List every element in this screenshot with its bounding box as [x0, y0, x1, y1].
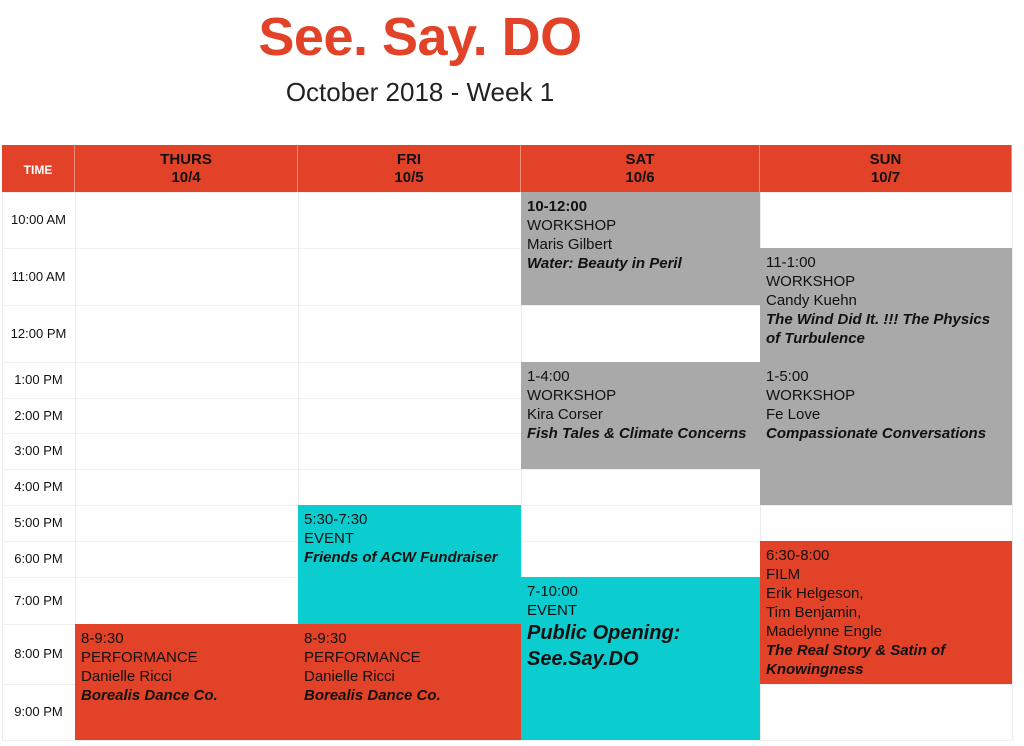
event-title: The Wind Did It. !!! The Physics of Turb… [766, 311, 991, 347]
day-name: THURS [160, 151, 212, 168]
row-divider [2, 305, 1012, 306]
time-label: 10:00 AM [11, 212, 66, 227]
event-type: FILM [766, 566, 801, 583]
time-label: 5:00 PM [14, 515, 63, 530]
event-sun-workshop-1[interactable]: 11-1:00 WORKSHOP Candy Kuehn The Wind Di… [760, 248, 1012, 362]
header-fri: FRI 10/5 [298, 145, 521, 192]
column-divider [2, 192, 3, 740]
event-type: WORKSHOP [766, 387, 856, 404]
time-label: 1:00 PM [14, 372, 63, 387]
event-title: Public Opening: See.Say.DO [527, 622, 681, 670]
event-title: Fish Tales & Climate Concerns [527, 425, 747, 442]
row-divider [2, 362, 1012, 363]
row-divider [2, 740, 1012, 741]
time-label: 11:00 AM [11, 268, 66, 284]
event-sat-workshop-2[interactable]: 1-4:00 WORKSHOP Kira Corser Fish Tales &… [521, 362, 760, 469]
event-host: Erik Helgeson, [766, 585, 864, 602]
event-host: Kira Corser [527, 406, 603, 423]
row-divider [2, 398, 1012, 399]
event-sun-workshop-2[interactable]: 1-5:00 WORKSHOP Fe Love Compassionate Co… [760, 362, 1012, 505]
event-thu-performance[interactable]: 8-9:30 PERFORMANCE Danielle Ricci Boreal… [75, 624, 298, 740]
event-time: 11-1:00 [766, 254, 816, 271]
event-time: 7-10:00 [527, 583, 578, 600]
page-subtitle: October 2018 - Week 1 [285, 77, 555, 107]
time-label: 12:00 PM [10, 325, 67, 341]
day-name: FRI [396, 151, 422, 168]
day-date: 10/4 [171, 169, 201, 186]
event-sat-workshop-1[interactable]: 10-12:00 WORKSHOP Maris Gilbert Water: B… [521, 192, 760, 305]
event-time: 1-5:00 [766, 368, 809, 385]
event-host: Fe Love [766, 406, 821, 423]
event-title: Borealis Dance Co. [304, 687, 441, 704]
column-divider [1012, 192, 1013, 740]
event-type: WORKSHOP [766, 273, 856, 290]
event-sun-film[interactable]: 6:30-8:00 FILM Erik Helgeson, Tim Benjam… [760, 541, 1012, 684]
header-thurs: THURS 10/4 [75, 145, 298, 192]
event-type: WORKSHOP [527, 217, 617, 234]
time-label: 9:00 PM [14, 704, 63, 719]
event-time: 10-12:00 [527, 198, 588, 215]
day-date: 10/5 [394, 169, 424, 186]
row-divider [2, 248, 1012, 249]
event-type: EVENT [527, 602, 578, 619]
time-label: 4:00 PM [14, 479, 63, 494]
event-title: The Real Story & Satin of Knowingness [766, 642, 946, 678]
event-sat-public-opening[interactable]: 7-10:00 EVENT Public Opening: See.Say.DO [521, 577, 760, 740]
header-sun: SUN 10/7 [760, 145, 1012, 192]
event-host: Danielle Ricci [304, 668, 395, 685]
header-sat: SAT 10/6 [521, 145, 760, 192]
event-time: 6:30-8:00 [766, 547, 830, 564]
event-time: 8-9:30 [304, 630, 347, 647]
row-divider [2, 192, 1012, 193]
event-time: 1-4:00 [527, 368, 570, 385]
event-host: Danielle Ricci [81, 668, 172, 685]
event-title: Water: Beauty in Peril [527, 255, 682, 272]
event-title: Borealis Dance Co. [81, 687, 218, 704]
time-label: 2:00 PM [14, 407, 63, 423]
day-name: SAT [625, 151, 655, 168]
event-time: 5:30-7:30 [304, 511, 368, 528]
time-label: 7:00 PM [14, 592, 63, 608]
time-label: 6:00 PM [14, 551, 63, 566]
event-fri-fundraiser[interactable]: 5:30-7:30 EVENT Friends of ACW Fundraise… [298, 505, 521, 624]
event-type: PERFORMANCE [304, 649, 421, 666]
event-type: EVENT [304, 530, 355, 547]
day-name: SUN [869, 151, 902, 168]
event-host: Candy Kuehn [766, 292, 857, 309]
day-date: 10/6 [625, 169, 655, 186]
event-host: Maris Gilbert [527, 236, 613, 253]
event-host: Madelynne Engle [766, 623, 882, 640]
event-title: Friends of ACW Fundraiser [304, 549, 498, 566]
header-time: TIME [2, 145, 75, 192]
row-divider [2, 433, 1012, 434]
event-type: WORKSHOP [527, 387, 617, 404]
time-label: 8:00 PM [14, 646, 63, 661]
event-host: Tim Benjamin, [766, 604, 862, 621]
event-type: PERFORMANCE [81, 649, 198, 666]
column-divider [298, 192, 299, 740]
event-time: 8-9:30 [81, 630, 124, 647]
column-divider [75, 192, 76, 740]
page-title: See. Say. DO [258, 7, 582, 67]
event-fri-performance[interactable]: 8-9:30 PERFORMANCE Danielle Ricci Boreal… [298, 624, 521, 740]
day-date: 10/7 [870, 169, 901, 186]
event-title: Compassionate Conversations [766, 425, 987, 442]
row-divider [2, 469, 1012, 470]
time-label: 3:00 PM [14, 443, 63, 458]
